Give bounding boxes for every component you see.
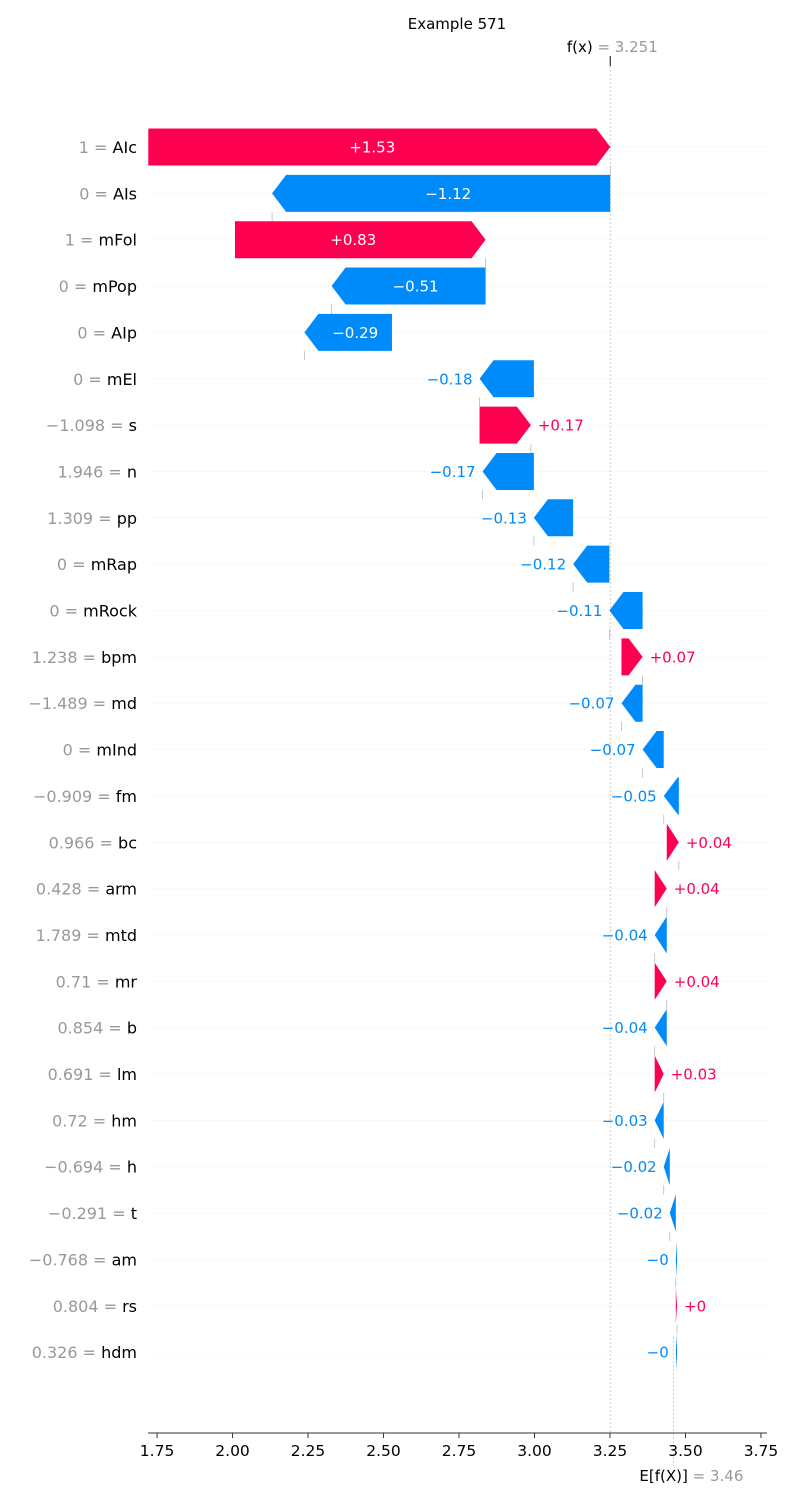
feature-label-mEl: 0 = mEl xyxy=(73,370,137,389)
x-axis: 1.75 2.00 2.25 2.50 2.75 3.00 3.25 3.50 3.75 xyxy=(140,1432,779,1460)
bar-value-label: +0.03 xyxy=(671,1066,717,1084)
x-tick-label: 3.25 xyxy=(593,1442,628,1460)
bar-rs xyxy=(675,1287,678,1325)
bar-value-label: −0.07 xyxy=(590,741,636,759)
x-tick-label: 3.00 xyxy=(517,1442,552,1460)
feature-label-mFol: 1 = mFol xyxy=(65,231,137,250)
feature-label-s: −1.098 = s xyxy=(46,416,137,435)
bar-hm xyxy=(654,1101,664,1139)
bar-AIs xyxy=(272,174,611,212)
bar-value-label: −1.12 xyxy=(425,185,471,203)
feature-label-lm: 0.691 = lm xyxy=(48,1065,137,1084)
feature-label-n: 1.946 = n xyxy=(57,462,137,481)
bar-pp xyxy=(533,499,574,537)
x-tick-label: 3.50 xyxy=(668,1442,703,1460)
x-tick-label: 2.25 xyxy=(291,1442,326,1460)
bar-bc xyxy=(666,823,679,861)
feature-label-md: −1.489 = md xyxy=(28,694,137,713)
bar-am xyxy=(675,1240,678,1278)
bar-value-label: +0 xyxy=(684,1297,706,1315)
bar-value-label: +0.17 xyxy=(538,417,584,435)
bar-mPop xyxy=(331,267,486,305)
feature-label-b: 0.854 = b xyxy=(57,1019,137,1038)
feature-label-AIs: 0 = AIs xyxy=(79,184,137,203)
bar-value-label: −0.11 xyxy=(556,602,602,620)
bar-md xyxy=(621,684,643,722)
bar-mtd xyxy=(654,916,667,954)
bar-AIc xyxy=(148,128,611,166)
feature-label-AIp: 0 = AIp xyxy=(77,323,137,342)
x-tick-label: 3.75 xyxy=(744,1442,779,1460)
bar-arm xyxy=(654,870,667,908)
feature-label-mr: 0.71 = mr xyxy=(56,972,138,991)
bar-value-label: −0.04 xyxy=(602,926,648,944)
bar-value-label: +1.53 xyxy=(349,139,395,157)
feature-label-t: −0.291 = t xyxy=(48,1204,137,1223)
feature-label-arm: 0.428 = arm xyxy=(36,880,137,899)
bar-value-label: −0.51 xyxy=(393,278,439,296)
bar-mRock xyxy=(609,592,643,629)
bar-s xyxy=(479,406,531,444)
bar-value-label: +0.04 xyxy=(674,973,720,991)
bar-value-label: +0.04 xyxy=(674,880,720,898)
feature-label-rs: 0.804 = rs xyxy=(53,1297,137,1316)
reference-lines: f(x) = 3.251 E[f(X)] = 3.46 xyxy=(567,38,744,1485)
bar-h xyxy=(663,1148,670,1186)
feature-label-pp: 1.309 = pp xyxy=(47,509,137,528)
bar-value-label: −0.17 xyxy=(430,463,476,481)
feature-label-mRock: 0 = mRock xyxy=(49,602,137,621)
feature-label-hdm: 0.326 = hdm xyxy=(32,1343,137,1362)
feature-label-mPop: 0 = mPop xyxy=(59,277,137,296)
fx-label: f(x) = 3.251 xyxy=(567,38,658,56)
bar-value-label: −0.13 xyxy=(481,509,527,527)
feature-label-mtd: 1.789 = mtd xyxy=(36,926,137,945)
bar-bpm xyxy=(621,638,643,676)
feature-label-bpm: 1.238 = bpm xyxy=(32,648,137,667)
bar-t xyxy=(669,1194,676,1232)
bar-value-label: +0.83 xyxy=(330,231,376,249)
bar-value-label: −0.03 xyxy=(602,1112,648,1130)
x-tick-label: 2.50 xyxy=(366,1442,401,1460)
bar-value-label: +0.04 xyxy=(686,834,732,852)
bar-fm xyxy=(663,777,679,815)
bar-value-label: −0.12 xyxy=(520,556,566,574)
bar-value-label: −0 xyxy=(647,1344,669,1362)
bar-value-label: −0 xyxy=(647,1251,669,1269)
feature-label-mRap: 0 = mRap xyxy=(57,555,137,574)
bar-value-label: −0.02 xyxy=(617,1205,663,1223)
feature-label-h: −0.694 = h xyxy=(44,1158,137,1177)
bar-value-label: −0.18 xyxy=(427,370,473,388)
feature-label-AIc: 1 = AIc xyxy=(79,138,137,157)
bar-value-label: −0.07 xyxy=(568,695,614,713)
bar-hdm xyxy=(675,1333,678,1371)
x-tick-label: 2.00 xyxy=(215,1442,250,1460)
bar-lm xyxy=(654,1055,664,1093)
x-tick-label: 2.75 xyxy=(442,1442,477,1460)
bar-value-label: −0.04 xyxy=(602,1019,648,1037)
bar-b xyxy=(654,1009,667,1047)
row-gridlines xyxy=(148,146,767,1353)
x-tick-label: 1.75 xyxy=(140,1442,175,1460)
feature-labels: 1 = AIc 0 = AIs 1 = mFol 0 = mPop 0 = AIp 0 =… xyxy=(28,138,137,1362)
bar-value-label: −0.05 xyxy=(611,787,657,805)
bar-mr xyxy=(654,962,667,1000)
bar-mEl xyxy=(479,360,534,398)
feature-label-mInd: 0 = mInd xyxy=(63,741,137,760)
efx-label: E[f(X)] = 3.46 xyxy=(639,1467,743,1485)
bars-layer: +1.53 −1.12 +0.83 −0.51 −0.29 −0.18 +0.17 −0.17… xyxy=(148,128,732,1371)
bar-mInd xyxy=(642,731,664,769)
feature-label-bc: 0.966 = bc xyxy=(49,833,137,852)
feature-label-hm: 0.72 = hm xyxy=(52,1111,137,1130)
bar-mFol xyxy=(234,221,486,259)
chart-title: Example 571 xyxy=(408,15,506,33)
bar-value-label: −0.29 xyxy=(332,324,378,342)
feature-label-am: −0.768 = am xyxy=(29,1250,137,1269)
bar-value-label: +0.07 xyxy=(650,648,696,666)
bar-AIp xyxy=(304,313,392,351)
bar-mRap xyxy=(573,545,610,583)
feature-label-fm: −0.909 = fm xyxy=(33,787,137,806)
bar-value-label: −0.02 xyxy=(611,1158,657,1176)
bar-n xyxy=(482,452,534,490)
